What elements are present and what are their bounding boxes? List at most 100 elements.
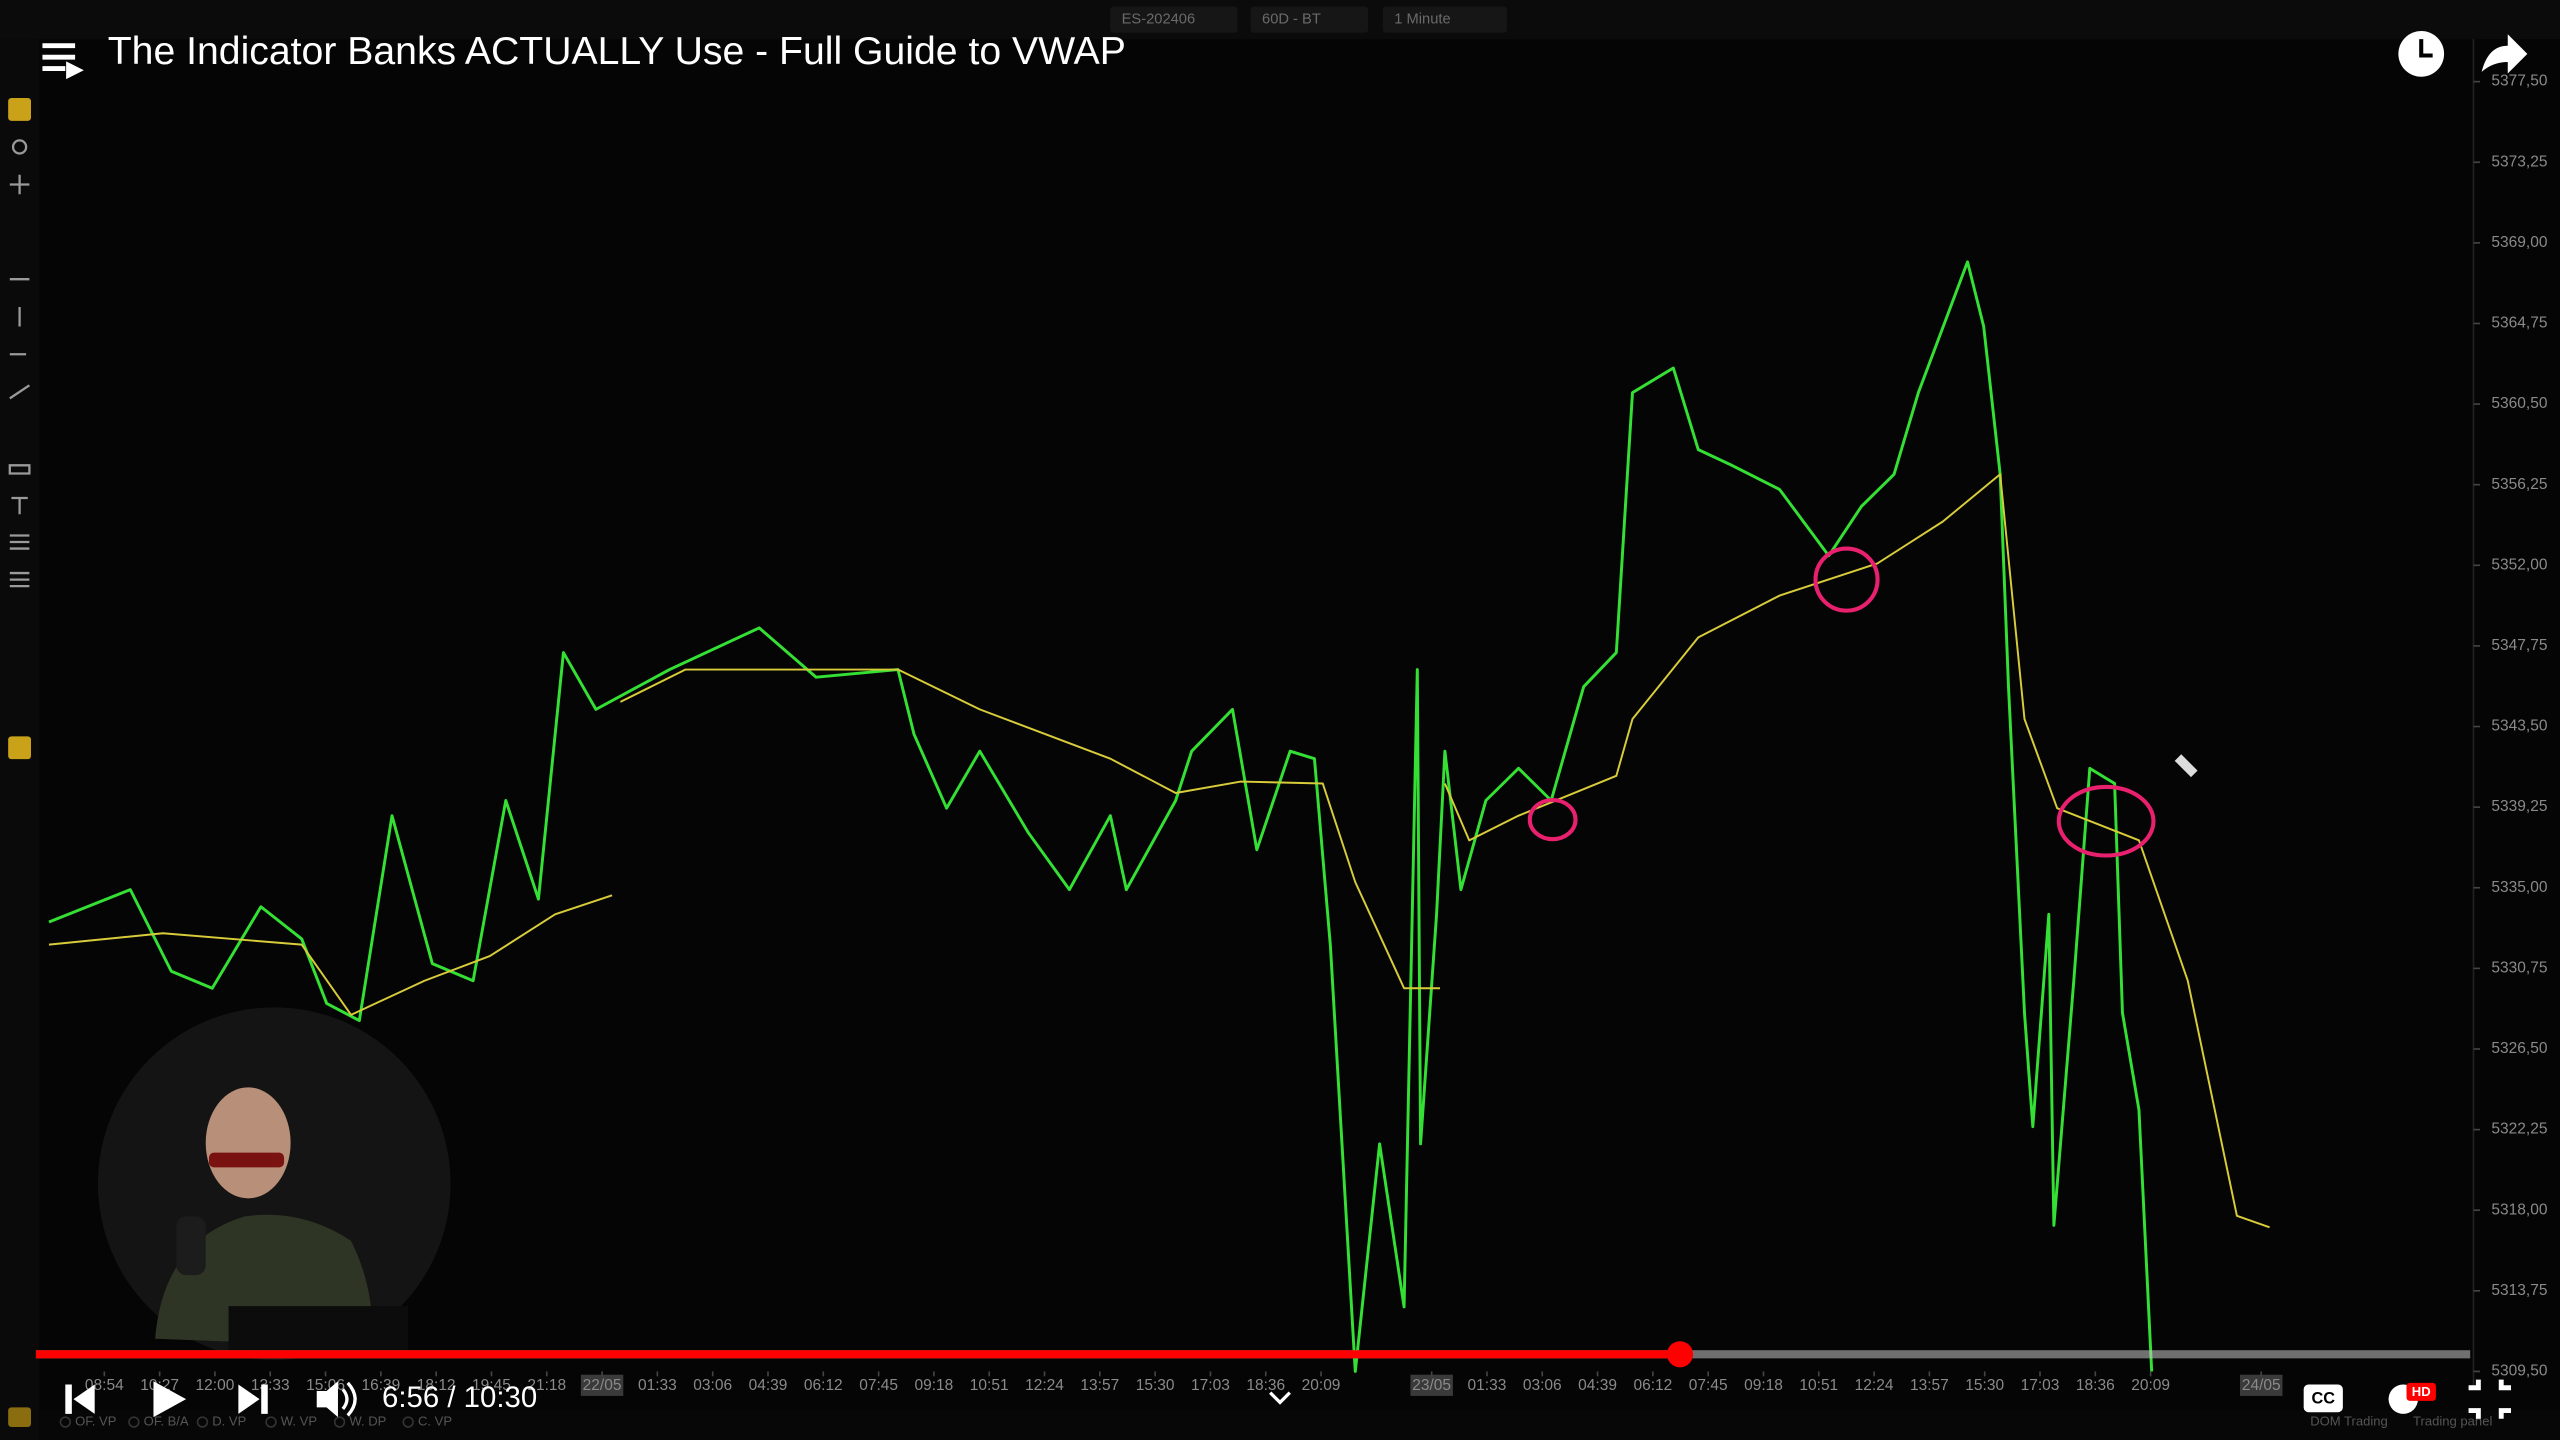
price-axis [2473, 39, 2560, 1395]
tool-icon[interactable] [8, 736, 32, 760]
indicator-toggle [128, 1416, 140, 1428]
webcam [97, 1007, 451, 1360]
x-tick-label: 03:06 [1523, 1377, 1562, 1394]
y-tick-label: 5364,75 [2491, 315, 2547, 332]
tool-icon[interactable] [8, 1407, 32, 1427]
x-tick-label: 07:45 [859, 1377, 898, 1394]
indicator-toggle [265, 1416, 277, 1428]
plot-area: 5377,50 5373,25 5369,00 5364,75 5360,50 5356,… [48, 73, 2548, 1396]
y-tick-label: 5356,25 [2491, 476, 2547, 493]
video-title[interactable]: The Indicator Banks ACTUALLY Use - Full … [108, 30, 1126, 73]
tool-icon[interactable] [9, 174, 30, 195]
previous-button[interactable] [65, 1384, 95, 1414]
x-tick-label: 15:30 [1136, 1377, 1175, 1394]
indicator-label[interactable]: C. VP [418, 1413, 452, 1428]
x-tick-label: 12:00 [196, 1377, 235, 1394]
y-tick-label: 5326,50 [2491, 1040, 2547, 1057]
y-tick-label: 5352,00 [2491, 556, 2547, 573]
series-line [48, 473, 2270, 1229]
x-tick-label: 16:39 [361, 1377, 400, 1394]
x-tick-label: 19:45 [472, 1377, 511, 1394]
exit-fullscreen-button[interactable] [2468, 1379, 2512, 1419]
indicator-list: OF. VP OF. B/A D. VP W. VP W. DP C. VP [59, 1413, 452, 1428]
x-tick-label: 17:03 [1191, 1377, 1230, 1394]
volume-waves [341, 1381, 357, 1417]
yt-top: The Indicator Banks ACTUALLY Use - Full … [42, 30, 2528, 80]
x-tick-label: 09:18 [915, 1377, 954, 1394]
x-tick-label: 12:24 [1855, 1377, 1894, 1394]
volume-button[interactable] [316, 1381, 338, 1418]
indicator-label[interactable]: W. VP [281, 1413, 318, 1428]
period-select[interactable] [1250, 6, 1369, 33]
clock-hands [2419, 39, 2433, 58]
indicator-label[interactable]: W. DP [349, 1413, 386, 1428]
indicator-toggle [402, 1416, 414, 1428]
next-button[interactable] [238, 1384, 268, 1414]
x-tick-label: 10:51 [970, 1377, 1009, 1394]
captions-button[interactable] [2303, 1384, 2343, 1413]
tool-icon[interactable] [8, 278, 31, 475]
x-tick-label: 10:51 [1799, 1377, 1838, 1394]
x-tick-label: 24/05 [2242, 1377, 2281, 1394]
x-tick-label: 01:33 [638, 1377, 677, 1394]
playlist-button[interactable] [42, 43, 84, 80]
x-tick-label: 13:57 [1910, 1377, 1949, 1394]
timeframe: 1 Minute [1394, 11, 1450, 27]
y-tick-label: 5330,75 [2491, 959, 2547, 976]
y-tick-label: 5347,75 [2491, 637, 2547, 654]
trading-panel[interactable]: Trading panel [2413, 1413, 2492, 1428]
x-tick-label: 23/05 [1412, 1377, 1451, 1394]
indicator-toggle [59, 1416, 72, 1428]
tool-icon[interactable] [9, 496, 30, 588]
x-tick-label: 18:12 [417, 1377, 456, 1394]
share-button[interactable] [2481, 34, 2528, 74]
x-tick-label: 13:57 [1080, 1377, 1119, 1394]
progress-played[interactable] [35, 1350, 1681, 1359]
timeframe-select[interactable] [1382, 6, 1507, 33]
y-tick-label: 5313,75 [2491, 1282, 2547, 1299]
cc-label: CC [2311, 1389, 2335, 1407]
x-tick-label: 12:24 [1025, 1377, 1064, 1394]
indicator-toggle [333, 1416, 346, 1428]
y-tick-label: 5335,00 [2491, 879, 2547, 896]
annotations [1527, 546, 2156, 858]
x-tick-label: 18:36 [2076, 1377, 2115, 1394]
x-tick-label: 06:12 [804, 1377, 843, 1394]
series-line [48, 260, 2154, 1373]
y-tick-label: 5322,25 [2491, 1121, 2547, 1138]
dom-trading[interactable]: DOM Trading [2310, 1413, 2388, 1428]
microphone [176, 1216, 206, 1276]
x-tick-label: 09:18 [1744, 1377, 1783, 1394]
y-tick-label: 5343,50 [2491, 718, 2547, 735]
annotation-circle [1527, 797, 1578, 842]
x-tick-label: 06:12 [1633, 1377, 1672, 1394]
indicator-label[interactable]: D. VP [212, 1413, 246, 1428]
indicator-label[interactable]: OF. B/A [144, 1413, 189, 1428]
monitor [228, 1306, 409, 1356]
instrument: ES-202406 [1122, 11, 1196, 27]
y-tick-label: 5377,50 [2491, 73, 2547, 90]
play-button[interactable] [153, 1381, 187, 1418]
y-tick-label: 5373,25 [2491, 153, 2547, 170]
date-marker [1410, 1374, 1453, 1396]
y-tick-label: 5318,00 [2491, 1201, 2547, 1218]
y-tick-label: 5339,25 [2491, 798, 2547, 815]
hd-label: HD [2412, 1384, 2431, 1399]
x-tick-label: 21:18 [527, 1377, 566, 1394]
instrument-select[interactable] [1110, 6, 1238, 33]
indicator-row [39, 1410, 2560, 1440]
controls: 6:56 / 10:30 CC HD [65, 1379, 2512, 1419]
x-tick-label: 01:33 [1468, 1377, 1507, 1394]
chapters-toggle[interactable] [1269, 1391, 1291, 1405]
x-tick-label: 04:39 [1578, 1377, 1617, 1394]
y-tick-label: 5360,50 [2491, 395, 2547, 412]
progress-scrubber[interactable] [1666, 1341, 1694, 1368]
tool-icons[interactable] [8, 97, 32, 1427]
x-tick-label: 03:06 [693, 1377, 732, 1394]
tool-icon[interactable] [8, 97, 32, 121]
tool-icon[interactable] [11, 139, 28, 155]
indicator-label[interactable]: OF. VP [75, 1413, 117, 1428]
date-marker [580, 1374, 624, 1396]
y-tick-label: 5369,00 [2491, 234, 2547, 251]
